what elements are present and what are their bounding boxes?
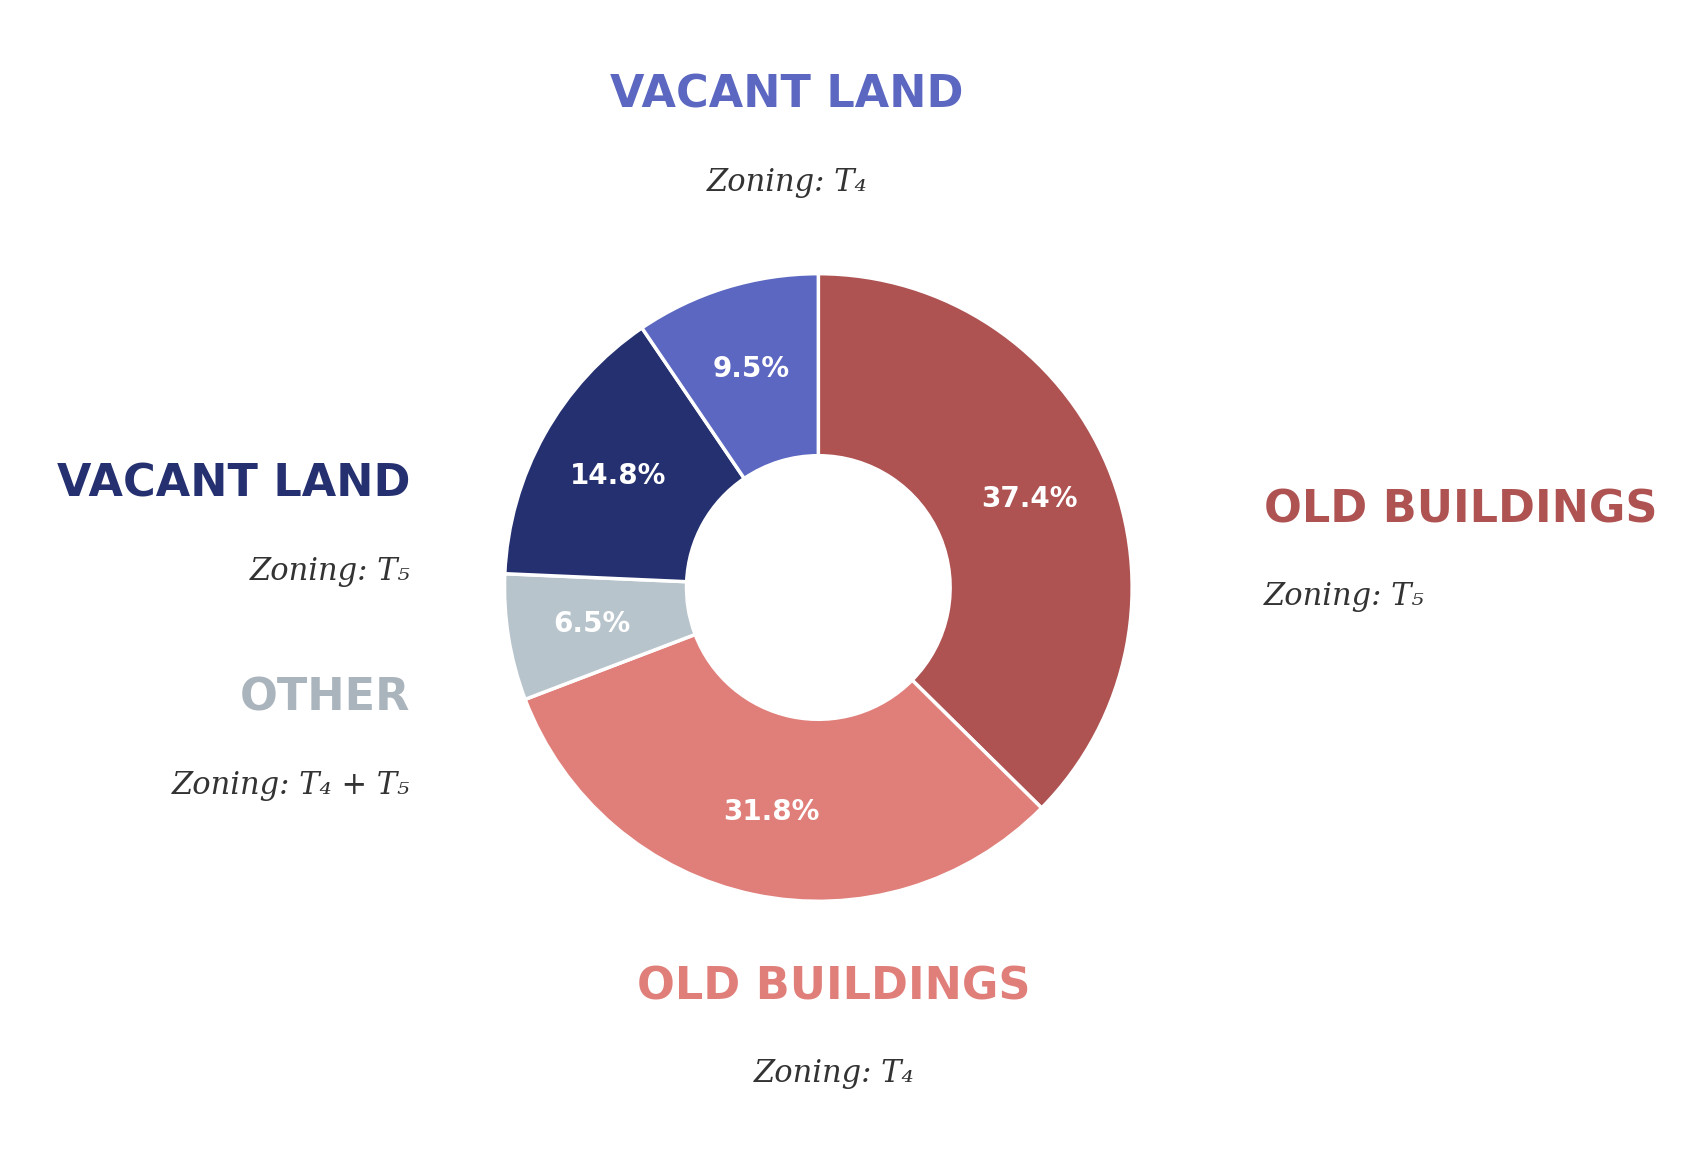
Wedge shape [641,274,818,478]
Text: VACANT LAND: VACANT LAND [610,74,963,116]
Text: OTHER: OTHER [240,677,411,719]
Text: 6.5%: 6.5% [552,610,631,638]
Text: 31.8%: 31.8% [723,798,818,826]
Wedge shape [525,634,1042,901]
Text: Zoning: T₄: Zoning: T₄ [754,1059,914,1089]
Text: 9.5%: 9.5% [713,355,789,383]
Text: VACANT LAND: VACANT LAND [56,463,411,506]
Wedge shape [505,573,694,699]
Text: OLD BUILDINGS: OLD BUILDINGS [638,965,1030,1008]
Text: 37.4%: 37.4% [980,485,1078,513]
Wedge shape [505,328,743,582]
Text: Zoning: T₄: Zoning: T₄ [706,167,866,199]
Text: Zoning: T₅: Zoning: T₅ [1263,582,1424,612]
Text: OLD BUILDINGS: OLD BUILDINGS [1263,488,1657,531]
Wedge shape [818,274,1132,808]
Text: Zoning: T₅: Zoning: T₅ [249,556,411,588]
Text: 14.8%: 14.8% [569,462,667,490]
Text: Zoning: T₄ + T₅: Zoning: T₄ + T₅ [172,770,411,800]
